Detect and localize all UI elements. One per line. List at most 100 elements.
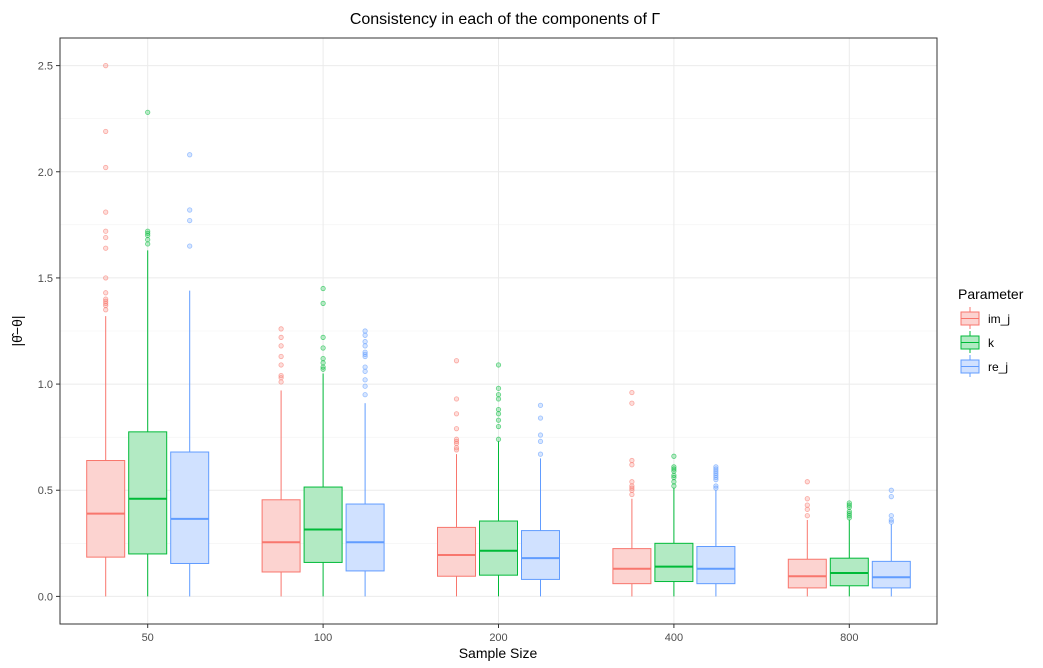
- legend-label: re_j: [988, 360, 1008, 374]
- x-axis-title: Sample Size: [459, 645, 538, 661]
- boxplot-k-800: [829, 500, 869, 597]
- box-iqr: [612, 548, 652, 585]
- box-iqr: [86, 460, 126, 558]
- x-tick-label: 400: [665, 632, 683, 644]
- boxplot-im_j-400: [612, 389, 652, 597]
- outlier-point: [103, 296, 109, 302]
- legend-item-im_j: im_j: [960, 307, 1010, 329]
- box-iqr: [787, 558, 827, 589]
- outlier-point: [537, 451, 544, 457]
- outlier-point: [453, 445, 460, 451]
- outlier-point: [103, 290, 109, 296]
- outlier-point: [804, 506, 810, 512]
- legend-label: k: [988, 336, 995, 350]
- outlier-point: [846, 500, 852, 506]
- outlier-point: [362, 328, 368, 334]
- outlier-point: [362, 368, 368, 374]
- outlier-point: [537, 415, 544, 421]
- outlier-point: [888, 517, 894, 523]
- outlier-point: [145, 228, 151, 234]
- outlier-point: [103, 164, 109, 171]
- y-tick-label: 1.0: [38, 379, 53, 391]
- outlier-point: [495, 362, 502, 368]
- box-iqr: [479, 520, 518, 576]
- outlier-point: [103, 275, 109, 281]
- outlier-point: [320, 334, 326, 340]
- outlier-point: [145, 109, 151, 115]
- outlier-point: [495, 396, 502, 402]
- outlier-point: [629, 457, 635, 464]
- outlier-point: [320, 360, 326, 366]
- outlier-point: [804, 479, 810, 485]
- outlier-point: [453, 426, 460, 432]
- outlier-point: [320, 300, 326, 306]
- y-tick-label: 0.5: [38, 485, 53, 497]
- boxplot-re_j-50: [170, 152, 210, 597]
- outlier-point: [362, 332, 368, 338]
- y-tick-label: 0.0: [38, 591, 53, 603]
- boxplot-im_j-200: [437, 358, 476, 597]
- legend-item-re_j: re_j: [960, 355, 1008, 377]
- box-iqr: [654, 542, 694, 583]
- outlier-point: [187, 207, 193, 213]
- outlier-point: [278, 362, 284, 368]
- outlier-point: [362, 377, 368, 383]
- outlier-point: [888, 494, 894, 500]
- outlier-point: [453, 358, 460, 364]
- outlier-point: [671, 464, 677, 470]
- outlier-point: [495, 392, 502, 398]
- outlier-point: [278, 353, 284, 360]
- outlier-point: [629, 400, 635, 406]
- outlier-point: [320, 356, 326, 362]
- outlier-point: [537, 438, 544, 445]
- outlier-point: [846, 508, 852, 515]
- outlier-point: [362, 343, 368, 349]
- outlier-point: [278, 372, 284, 379]
- outlier-point: [453, 411, 460, 417]
- outlier-point: [671, 479, 677, 485]
- outlier-point: [362, 349, 368, 355]
- legend: Parameter im_jk re_j: [958, 286, 1024, 377]
- outlier-point: [103, 245, 109, 251]
- x-tick-label: 50: [142, 632, 154, 644]
- outlier-point: [713, 464, 719, 470]
- outlier-point: [103, 128, 109, 135]
- box-iqr: [128, 431, 168, 555]
- outlier-point: [453, 396, 460, 402]
- outlier-point: [103, 228, 109, 234]
- outlier-point: [278, 343, 284, 349]
- boxplot-im_j-100: [261, 326, 301, 597]
- chart-title: Consistency in each of the components of…: [350, 11, 661, 28]
- boxplot-im_j-50: [86, 63, 126, 597]
- outlier-point: [103, 209, 109, 215]
- outlier-point: [145, 241, 151, 247]
- outlier-point: [804, 496, 810, 502]
- outlier-point: [629, 483, 635, 489]
- boxplot-re_j-800: [871, 487, 911, 597]
- outlier-point: [278, 379, 284, 385]
- outlier-point: [495, 436, 502, 442]
- outlier-point: [671, 472, 677, 478]
- box-iqr: [170, 451, 210, 564]
- outlier-point: [629, 491, 635, 498]
- boxplot-k-100: [303, 285, 343, 597]
- x-tick-label: 200: [489, 632, 507, 644]
- outlier-point: [804, 513, 810, 519]
- outlier-point: [888, 513, 894, 519]
- outlier-point: [187, 217, 193, 224]
- outlier-point: [629, 479, 635, 485]
- outlier-point: [103, 307, 109, 313]
- box-iqr: [521, 530, 560, 580]
- outlier-point: [362, 383, 368, 389]
- x-axis: 50 100 200 400 800: [142, 624, 858, 644]
- outlier-point: [804, 502, 810, 508]
- y-axis-title: |θ̂−θ|: [9, 315, 25, 346]
- outlier-point: [537, 402, 544, 408]
- y-tick-label: 1.5: [38, 273, 53, 285]
- outlier-point: [495, 417, 502, 423]
- box-iqr: [437, 526, 476, 577]
- outlier-point: [278, 334, 284, 340]
- legend-title: Parameter: [958, 286, 1024, 302]
- box-iqr: [261, 499, 301, 573]
